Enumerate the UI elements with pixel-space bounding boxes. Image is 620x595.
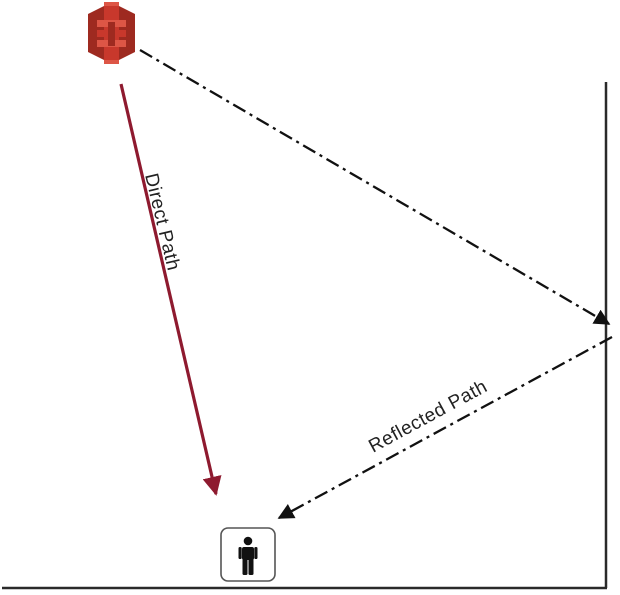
person-icon: [238, 536, 258, 575]
receiver-box: [220, 527, 276, 582]
direct-path-label: Direct Path: [140, 171, 184, 273]
reflected-path-arrow: [277, 335, 613, 520]
reflected-path-label: Reflected Path: [365, 376, 491, 457]
incident-path-arrow: [139, 49, 611, 325]
reflecting-wall: [2, 82, 608, 590]
transmitter-tower-icon: [88, 2, 135, 64]
direct-path-arrow: [119, 83, 222, 496]
